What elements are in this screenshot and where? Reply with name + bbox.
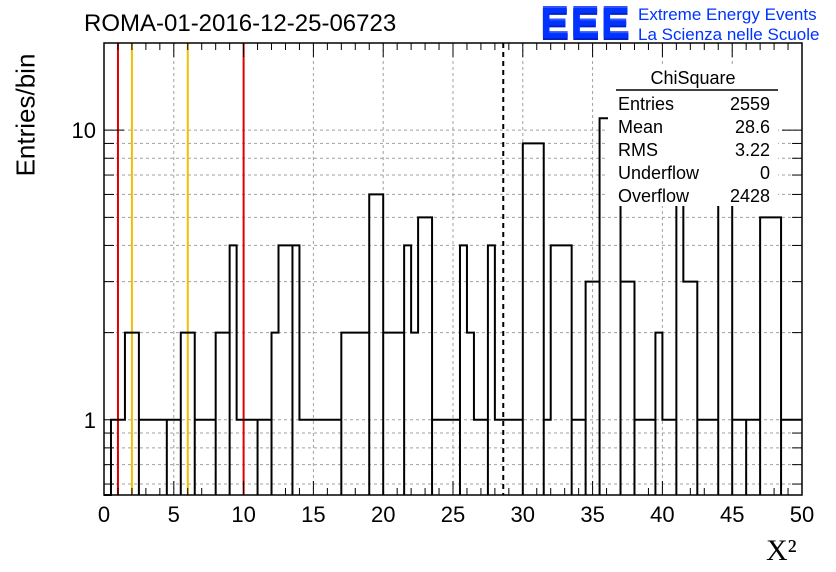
histogram-bar — [621, 282, 628, 495]
histogram-bar — [139, 420, 146, 495]
histogram-bar — [676, 158, 683, 495]
x-tick-label: 35 — [580, 502, 604, 527]
histogram-bar — [746, 420, 753, 495]
histogram-bar — [369, 194, 376, 495]
stats-label: Entries — [618, 94, 674, 114]
x-tick-label: 0 — [98, 502, 110, 527]
x-tick-label: 5 — [168, 502, 180, 527]
histogram-bar — [544, 420, 551, 495]
histogram-bar — [167, 420, 174, 495]
histogram-bar — [292, 245, 299, 495]
histogram-bar — [551, 245, 558, 495]
x-tick-label: 40 — [650, 502, 674, 527]
stats-value: 28.6 — [735, 117, 770, 137]
histogram-bar — [272, 333, 279, 495]
histogram-bar — [683, 282, 690, 495]
histogram-bar — [495, 420, 502, 495]
x-tick-label: 30 — [511, 502, 535, 527]
x-tick-label: 50 — [790, 502, 814, 527]
stats-box: ChiSquare Entries 2559 Mean 28.6 RMS 3.22 Under… — [608, 66, 778, 206]
stats-label: Mean — [618, 117, 663, 137]
histogram-bar — [586, 282, 593, 495]
histogram-bar — [432, 420, 453, 495]
histogram-bar — [460, 245, 467, 495]
histogram-bar — [237, 420, 244, 495]
histogram-bar — [474, 420, 481, 495]
x-tick-label: 10 — [231, 502, 255, 527]
stats-value: 2559 — [730, 94, 770, 114]
histogram-bar — [118, 420, 125, 495]
histogram-bar — [279, 245, 286, 495]
histogram-bar — [216, 333, 223, 495]
stats-label: Underflow — [618, 163, 700, 183]
histogram-bar — [383, 333, 397, 495]
eee-logo: EEE Extreme Energy Events La Scienza nel… — [540, 2, 836, 48]
x-tick-label: 15 — [301, 502, 325, 527]
stats-label: Overflow — [618, 186, 690, 206]
x-axis-title: X² — [766, 534, 797, 567]
stats-value: 0 — [760, 163, 770, 183]
histogram-bar — [572, 420, 579, 495]
x-tick-label: 20 — [371, 502, 395, 527]
axis-layer: 0 5 10 15 20 25 30 35 40 45 50 1 10 — [72, 42, 814, 527]
histogram-bar — [404, 245, 411, 495]
histogram-bar — [600, 118, 607, 495]
x-tick-label: 45 — [720, 502, 744, 527]
histogram-bar — [697, 420, 704, 495]
histogram-bar — [125, 333, 132, 495]
x-tick-label: 25 — [441, 502, 465, 527]
stats-value: 3.22 — [735, 140, 770, 160]
histogram-bar — [244, 420, 251, 495]
histogram-outline — [104, 117, 802, 496]
histogram-bar — [230, 245, 237, 495]
histogram-bar — [732, 420, 739, 495]
histogram-bar — [411, 333, 418, 495]
histogram-bar — [634, 420, 641, 495]
logo-letters: EEE — [540, 0, 632, 48]
histogram-layer — [104, 117, 802, 496]
histogram-bar — [523, 143, 530, 495]
logo-tagline-1: Extreme Energy Events — [638, 5, 817, 24]
stats-title: ChiSquare — [650, 68, 735, 88]
logo-tagline-2: La Scienza nelle Scuole — [638, 25, 820, 44]
histogram-bar — [299, 420, 306, 495]
histogram-bar — [662, 420, 669, 495]
histogram-bar — [258, 420, 265, 495]
histogram-bar — [655, 333, 662, 495]
histogram-bar — [341, 333, 348, 495]
histogram-bar — [418, 217, 425, 495]
stats-label: RMS — [618, 140, 658, 160]
marker-layer — [116, 43, 505, 495]
histogram-bar — [488, 245, 495, 495]
run-title: ROMA-01-2016-12-25-06723 — [84, 10, 397, 37]
y-tick-label: 1 — [84, 408, 96, 433]
y-tick-label: 10 — [72, 118, 96, 143]
histogram-bar — [195, 420, 202, 495]
histogram-bar — [760, 217, 774, 495]
stats-value: 2428 — [730, 186, 770, 206]
histogram-bar — [467, 333, 474, 495]
histogram-bar — [181, 333, 188, 495]
